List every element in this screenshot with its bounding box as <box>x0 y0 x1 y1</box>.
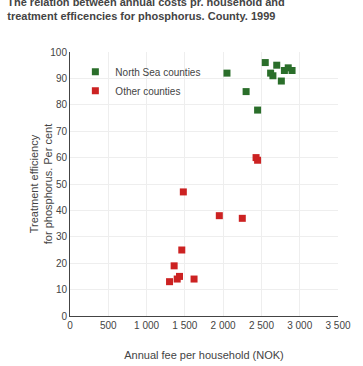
svg-text:90: 90 <box>56 73 68 84</box>
svg-text:50: 50 <box>56 179 68 190</box>
svg-text:2 500: 2 500 <box>249 320 274 331</box>
svg-text:Other counties: Other counties <box>115 86 180 97</box>
svg-text:The relation between annual co: The relation between annual costs pr. ho… <box>7 0 285 22</box>
svg-text:10: 10 <box>56 284 68 295</box>
svg-text:1 000: 1 000 <box>134 320 159 331</box>
svg-text:30: 30 <box>56 231 68 242</box>
svg-text:0: 0 <box>61 311 67 322</box>
svg-text:2 000: 2 000 <box>211 320 236 331</box>
svg-text:60: 60 <box>56 152 68 163</box>
svg-text:500: 500 <box>100 320 117 331</box>
svg-text:70: 70 <box>56 126 68 137</box>
svg-text:0: 0 <box>67 320 73 331</box>
svg-text:40: 40 <box>56 205 68 216</box>
svg-text:1 500: 1 500 <box>172 320 197 331</box>
svg-text:20: 20 <box>56 258 68 269</box>
svg-text:100: 100 <box>50 47 67 58</box>
svg-text:Treatment efficiencyfor phosph: Treatment efficiencyfor phosphorus. Per … <box>28 124 54 244</box>
svg-text:3 500: 3 500 <box>325 320 350 331</box>
svg-text:Annual fee per household (NOK): Annual fee per household (NOK) <box>124 349 284 361</box>
svg-text:North Sea counties: North Sea counties <box>115 67 200 78</box>
svg-text:3 000: 3 000 <box>287 320 312 331</box>
svg-text:80: 80 <box>56 99 68 110</box>
